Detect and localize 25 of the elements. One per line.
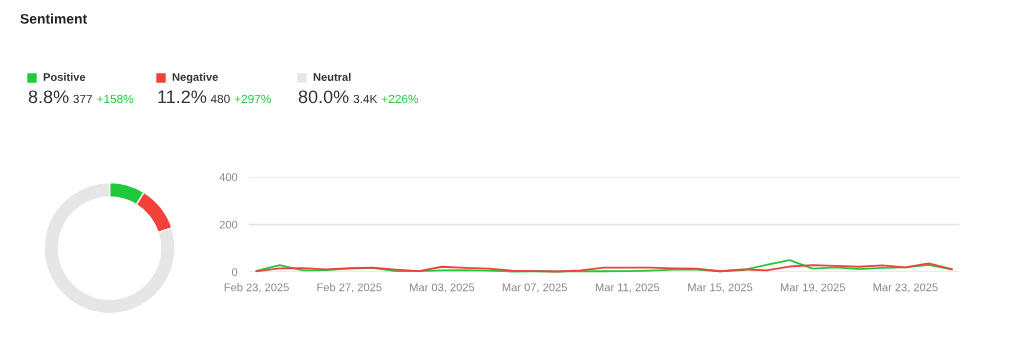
text: 480 bbox=[210, 94, 230, 104]
data-label: 80.0% bbox=[298, 90, 349, 104]
text: 3.4K bbox=[353, 94, 378, 104]
text: 377 bbox=[73, 94, 92, 104]
x-tick-label: Mar 03, 2025 bbox=[410, 283, 475, 293]
x-tick-label: Mar 19, 2025 bbox=[780, 283, 845, 293]
y-tick-label: 0 bbox=[231, 268, 238, 277]
data-label: 11.2% bbox=[158, 90, 207, 104]
text: +297% bbox=[234, 94, 271, 104]
data-label: 8.8% bbox=[28, 90, 69, 104]
legend-label: Positive bbox=[43, 72, 86, 81]
x-tick-label: Mar 11, 2025 bbox=[595, 283, 660, 293]
y-tick-label: 400 bbox=[219, 173, 238, 182]
y-tick-label: 200 bbox=[219, 220, 238, 229]
legend-label: Negative bbox=[172, 72, 218, 84]
text: +158% bbox=[97, 94, 134, 104]
x-tick-label: Feb 27, 2025 bbox=[317, 283, 382, 293]
x-tick-label: Mar 15, 2025 bbox=[688, 283, 753, 293]
x-tick-label: Mar 23, 2025 bbox=[873, 283, 938, 293]
x-tick-label: Feb 23, 2025 bbox=[224, 283, 289, 293]
donut-slice bbox=[43, 181, 176, 315]
chart-title: Sentiment bbox=[20, 13, 87, 24]
x-tick-label: Mar 07, 2025 bbox=[502, 283, 567, 293]
text: +226% bbox=[381, 94, 419, 104]
legend-label: Neutral bbox=[313, 72, 351, 81]
